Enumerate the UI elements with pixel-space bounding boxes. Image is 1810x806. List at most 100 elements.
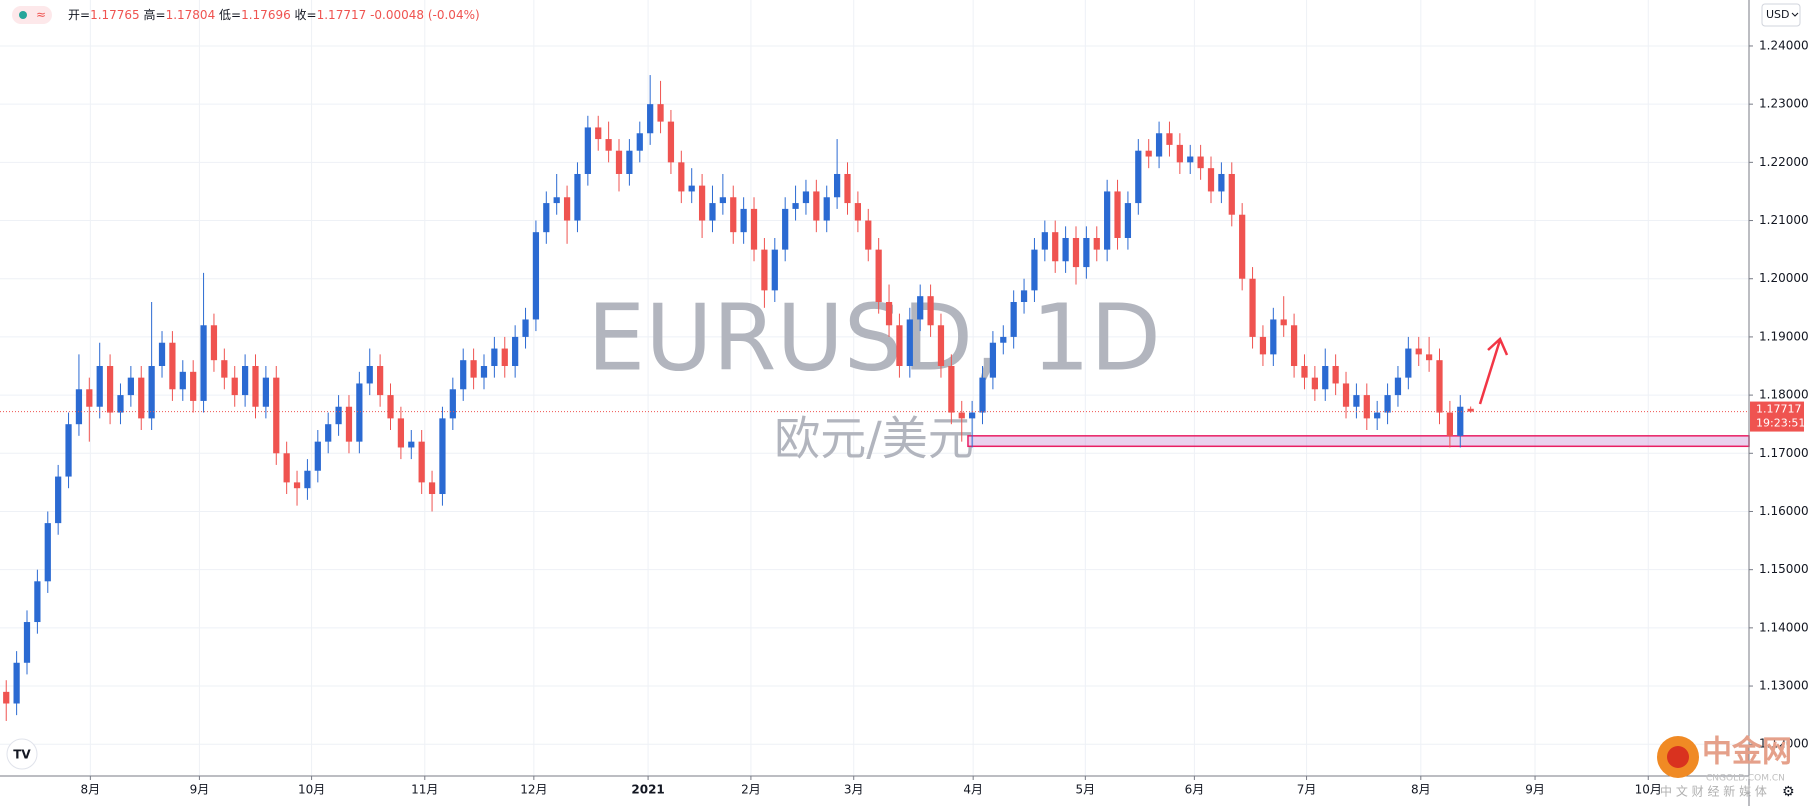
candle-body	[44, 523, 51, 582]
candle-body	[948, 366, 955, 413]
candle-body	[460, 360, 467, 390]
candles	[0, 75, 1750, 721]
candle-body	[740, 208, 747, 233]
settings-icon[interactable]: ⚙	[1782, 784, 1795, 800]
candle-body	[563, 197, 571, 221]
candle-body	[1239, 214, 1246, 279]
brand-site: CNGOLD.COM.CN	[1706, 774, 1785, 784]
candle-body	[885, 301, 893, 326]
candle-body	[470, 360, 477, 378]
candle-body	[1135, 150, 1142, 204]
legend-value: 1.17804	[166, 8, 216, 22]
candle-body	[865, 220, 872, 250]
candle-body	[377, 366, 384, 396]
legend-value: 1.17696	[241, 8, 291, 22]
candle-body	[1374, 412, 1381, 419]
candle-body	[1290, 325, 1298, 367]
ohlc-legend: 开=1.17765 高=1.17804 低=1.17696 收=1.17717 …	[68, 7, 480, 22]
candle-body	[657, 104, 664, 122]
candle-body	[1270, 319, 1277, 355]
candle-body	[449, 389, 456, 419]
candle-body	[3, 691, 10, 704]
candle-body	[408, 441, 415, 448]
candle-body	[1457, 406, 1464, 436]
currency-caret	[1791, 12, 1799, 17]
candle-body	[1301, 366, 1308, 378]
candle-body	[273, 377, 280, 454]
candle-body	[1353, 395, 1360, 407]
y-tick-label: 1.16000	[1759, 504, 1809, 518]
tv-logo[interactable]	[6, 738, 38, 770]
candle-body	[179, 371, 186, 390]
x-tick-label: 8月	[81, 783, 101, 797]
support-zone	[967, 435, 1750, 448]
candle-body	[335, 406, 342, 425]
candle-body	[1114, 191, 1121, 238]
candle-body	[1332, 366, 1339, 384]
candle-body	[896, 325, 903, 367]
x-tick-label: 4月	[963, 783, 983, 797]
candle-body	[1394, 377, 1402, 396]
candle-body	[1031, 249, 1038, 291]
candle-body	[1010, 301, 1017, 337]
candle-body	[605, 139, 612, 151]
watermark-symbol: EURUSD, 1D	[587, 284, 1161, 391]
candle-body	[169, 342, 176, 390]
price-tag	[1750, 401, 1804, 432]
candle-body	[200, 325, 207, 401]
y-tick-label: 1.14000	[1759, 620, 1809, 634]
candle-body	[813, 191, 820, 221]
candle-body	[75, 389, 83, 425]
legend-label: 收=	[295, 8, 317, 22]
candle-body	[1207, 168, 1215, 192]
candle-body	[1145, 150, 1152, 157]
candle-body	[1072, 237, 1080, 268]
candle-body	[1041, 232, 1048, 250]
candle-body	[1467, 408, 1474, 412]
candle-body	[1124, 203, 1132, 238]
candle-body	[1155, 133, 1163, 157]
candle-body	[543, 203, 550, 233]
candle-body	[1166, 133, 1173, 145]
candle-body	[626, 150, 633, 174]
candle-body	[761, 249, 768, 291]
legend-value: 1.17717	[317, 8, 367, 22]
candle-body	[1311, 377, 1318, 390]
candle-body	[1280, 319, 1287, 326]
candle-body	[1187, 156, 1194, 163]
candle-body	[667, 121, 675, 163]
candle-body	[439, 418, 446, 495]
candle-body	[356, 383, 363, 442]
candle-body	[1093, 237, 1100, 250]
candle-body	[678, 162, 685, 192]
candle-body	[584, 127, 591, 174]
legend-change: -0.00048	[370, 8, 424, 22]
candle-body	[989, 342, 997, 378]
candle-body	[1446, 412, 1453, 436]
candle-body	[750, 208, 758, 250]
candle-body	[158, 342, 166, 367]
x-tick-label: 11月	[411, 783, 438, 797]
x-tick-label: 2月	[741, 783, 761, 797]
grid	[0, 0, 1749, 776]
candle-body	[1020, 290, 1028, 302]
currency-button[interactable]	[1761, 3, 1801, 27]
candle-body	[522, 319, 529, 337]
status-pill[interactable]	[12, 6, 52, 24]
y-tick-label: 1.20000	[1759, 271, 1809, 285]
candle-body	[1000, 336, 1007, 343]
candle-body	[501, 348, 508, 367]
price-tag-value: 1.17717	[1756, 403, 1802, 416]
x-tick-label: 5月	[1076, 783, 1096, 797]
arrow-annotation	[1478, 336, 1509, 405]
candle-body	[1104, 191, 1111, 250]
x-tick-label: 9月	[190, 783, 210, 797]
candle-body	[615, 150, 623, 174]
candle-body	[1249, 278, 1256, 337]
x-tick-label: 9月	[1525, 783, 1545, 797]
candle-body	[127, 377, 134, 396]
candle-body	[491, 348, 498, 367]
y-tick-label: 1.17000	[1759, 446, 1809, 460]
